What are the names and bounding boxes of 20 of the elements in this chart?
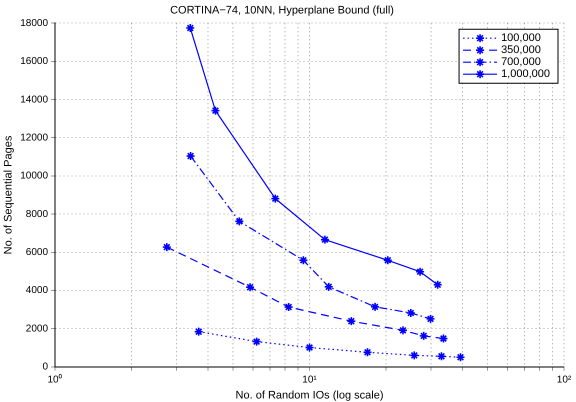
legend-label: 1,000,000 — [501, 68, 550, 80]
x-tick-label: 10¹ — [302, 374, 318, 386]
chart-title: CORTINA−74, 10NN, Hyperplane Bound (full) — [170, 4, 394, 17]
x-tick-label: 10² — [556, 374, 572, 386]
legend-label: 700,000 — [501, 56, 541, 68]
y-tick-label: 14000 — [20, 94, 48, 106]
y-tick-label: 18000 — [20, 18, 48, 29]
y-tick-label: 12000 — [20, 132, 48, 144]
y-tick-label: 4000 — [26, 285, 48, 296]
y-tick-label: 16000 — [20, 56, 48, 68]
y-tick-label: 8000 — [26, 208, 48, 220]
y-tick-label: 10000 — [20, 170, 48, 182]
y-tick-label: 2000 — [26, 323, 48, 334]
x-axis-title: No. of Random IOs (log scale) — [236, 389, 384, 402]
legend-label: 350,000 — [501, 44, 541, 56]
x-tick-label: 10⁰ — [47, 374, 63, 386]
y-tick-label: 0 — [42, 362, 48, 373]
y-axis-title: No. of Sequential Pages — [2, 135, 15, 254]
y-tick-label: 6000 — [26, 247, 48, 258]
legend-label: 100,000 — [501, 32, 541, 44]
